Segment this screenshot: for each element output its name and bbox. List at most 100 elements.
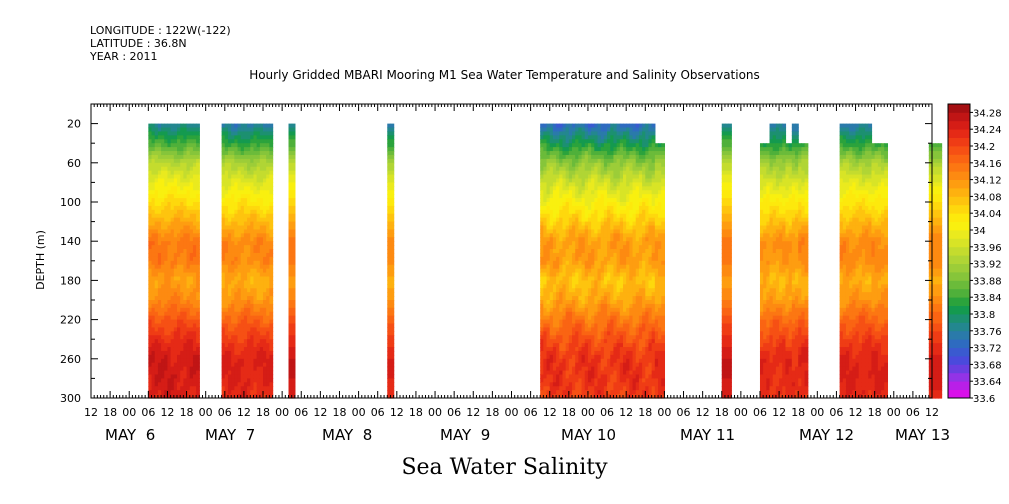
heatmap-cell (180, 284, 184, 289)
heatmap-cell (221, 327, 226, 332)
heatmap-cell (594, 225, 599, 231)
heatmap-cell (578, 237, 583, 242)
heatmap-cell (629, 264, 634, 270)
heatmap-cell (549, 237, 554, 242)
heatmap-cell (610, 276, 615, 281)
heatmap-cell (565, 182, 570, 187)
heatmap-cell (626, 268, 630, 274)
heatmap-cell (556, 135, 560, 140)
heatmap-cell (243, 209, 248, 215)
heatmap-cell (559, 158, 564, 164)
heatmap-cell (250, 319, 255, 325)
heatmap-cell (568, 386, 573, 391)
heatmap-cell (173, 147, 178, 152)
heatmap-cell (594, 292, 599, 297)
heatmap-cell (645, 284, 650, 289)
heatmap-cell (565, 296, 570, 301)
heatmap-cell (600, 394, 605, 399)
heatmap-cell (578, 390, 583, 395)
heatmap-cell (619, 284, 624, 289)
heatmap-cell (390, 268, 395, 274)
heatmap-cell (227, 260, 232, 266)
heatmap-cell (610, 378, 615, 383)
heatmap-cell (562, 378, 567, 383)
heatmap-cell (572, 347, 576, 352)
heatmap-cell (623, 252, 627, 258)
heatmap-cell (231, 327, 235, 332)
heatmap-cell (648, 162, 653, 168)
heatmap-cell (629, 245, 634, 250)
heatmap-cell (629, 194, 634, 199)
heatmap-cell (584, 123, 589, 129)
heatmap-cell (157, 158, 162, 164)
heatmap-cell (642, 151, 646, 156)
heatmap-cell (148, 386, 153, 391)
heatmap-cell (164, 307, 169, 313)
heatmap-cell (164, 123, 169, 129)
heatmap-cell (603, 315, 608, 321)
heatmap-cell (552, 311, 557, 317)
heatmap-cell (148, 272, 153, 278)
heatmap-cell (148, 280, 153, 285)
heatmap-cell (161, 131, 165, 136)
heatmap-cell (288, 154, 293, 160)
heatmap-cell (240, 268, 245, 274)
heatmap-cell (196, 170, 200, 176)
heatmap-cell (253, 147, 258, 152)
heatmap-cell (189, 386, 194, 391)
heatmap-cell (546, 233, 551, 238)
heatmap-cell (642, 190, 646, 195)
heatmap-cell (243, 280, 248, 285)
heatmap-cell (221, 288, 226, 293)
heatmap-cell (556, 186, 560, 191)
heatmap-cell (263, 307, 267, 313)
heatmap-cell (157, 292, 162, 297)
heatmap-cell (638, 350, 643, 356)
heatmap-cell (587, 268, 592, 274)
heatmap-cell (196, 307, 200, 313)
heatmap-cell (253, 292, 258, 297)
heatmap-cell (540, 311, 544, 317)
heatmap-cell (584, 292, 589, 297)
heatmap-cell (240, 151, 245, 156)
heatmap-cell (243, 292, 248, 297)
heatmap-cell (616, 158, 621, 164)
heatmap-cell (629, 170, 634, 176)
heatmap-cell (578, 370, 583, 376)
heatmap-cell (645, 190, 650, 195)
heatmap-cell (227, 252, 232, 258)
heatmap-cell (240, 182, 245, 187)
heatmap-cell (543, 335, 548, 340)
heatmap-cell (237, 225, 242, 231)
heatmap-cell (629, 123, 634, 129)
heatmap-cell (603, 229, 608, 234)
heatmap-cell (250, 217, 255, 223)
heatmap-cell (192, 147, 197, 152)
heatmap-cell (164, 343, 169, 348)
heatmap-cell (390, 135, 395, 140)
heatmap-cell (626, 374, 630, 379)
heatmap-cell (259, 213, 264, 219)
heatmap-cell (632, 158, 637, 164)
heatmap-cell (173, 386, 178, 391)
heatmap-cell (578, 252, 583, 258)
heatmap-cell (645, 327, 650, 332)
heatmap-cell (227, 217, 232, 223)
heatmap-cell (584, 252, 589, 258)
heatmap-cell (390, 374, 395, 379)
heatmap-cell (552, 335, 557, 340)
heatmap-cell (635, 245, 640, 250)
heatmap-cell (632, 288, 637, 293)
heatmap-cell (224, 276, 229, 281)
heatmap-cell (559, 225, 564, 231)
heatmap-cell (575, 311, 579, 317)
heatmap-cell (259, 280, 264, 285)
heatmap-cell (186, 123, 191, 129)
heatmap-cell (167, 249, 172, 254)
heatmap-cell (556, 323, 560, 329)
heatmap-cell (148, 158, 153, 164)
heatmap-cell (186, 370, 191, 376)
heatmap-cell (572, 280, 576, 285)
heatmap-cell (552, 288, 557, 293)
heatmap-cell (154, 280, 159, 285)
